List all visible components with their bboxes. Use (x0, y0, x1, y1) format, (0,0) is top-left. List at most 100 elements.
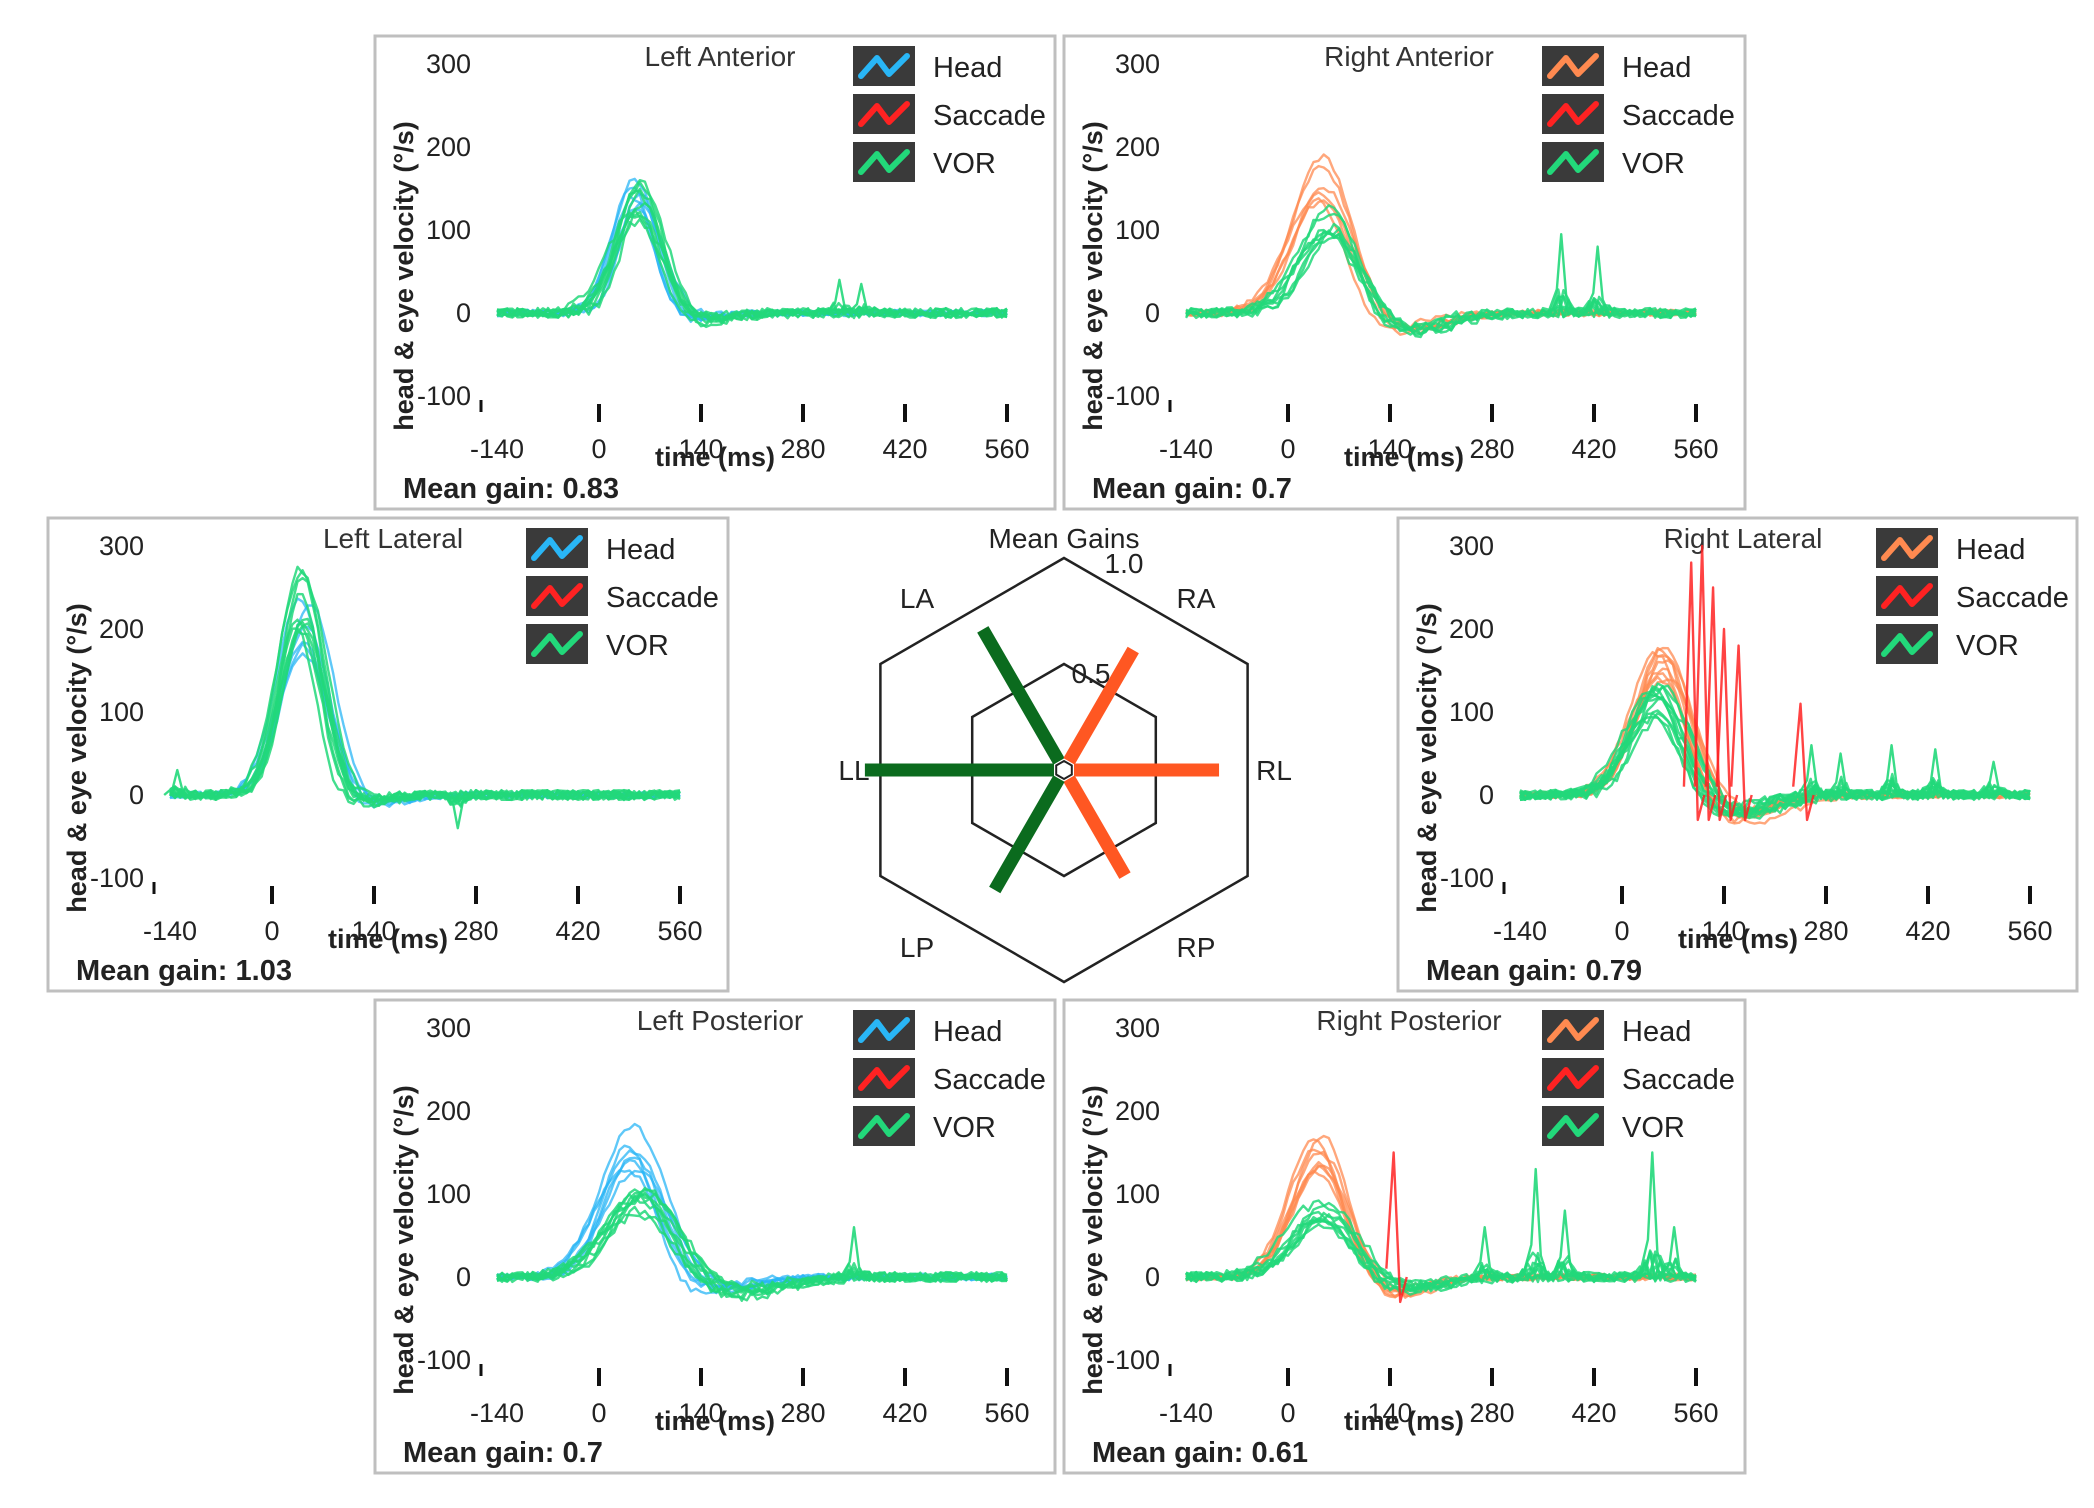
y-tick-label: -100 (1106, 1345, 1160, 1375)
vor-spike (1826, 752, 1855, 800)
legend-label-saccade: Saccade (606, 582, 719, 614)
y-tick-label: 100 (1115, 215, 1160, 245)
velocity-trace (496, 1205, 1008, 1297)
legend-label-saccade: Saccade (933, 100, 1046, 132)
vor-spike (1583, 245, 1612, 318)
y-tick-label: 200 (426, 132, 471, 162)
y-axis-title: head & eye velocity (°/s) (389, 1085, 419, 1394)
mean-gain-text: Mean gain: 0.61 (1092, 1437, 1308, 1469)
vor-spike (847, 282, 876, 318)
y-tick-label: 300 (1115, 1013, 1160, 1043)
head-wave-icon-stroke (858, 53, 910, 79)
x-axis-title: time (ms) (1344, 442, 1464, 472)
x-tick-label: 280 (780, 434, 825, 464)
x-tick-label: 280 (780, 1398, 825, 1428)
saccade-spike (1730, 644, 1753, 822)
x-tick-label: 420 (882, 434, 927, 464)
vor-spike (1550, 1209, 1580, 1282)
mean-gain-text: Mean gain: 0.83 (403, 473, 619, 505)
legend-label-saccade: Saccade (933, 1064, 1046, 1096)
y-axis-title: head & eye velocity (°/s) (1412, 603, 1442, 912)
x-tick-label: 140 (1367, 1398, 1412, 1428)
radar-axis-label: RP (1177, 932, 1216, 963)
x-tick-label: 280 (1469, 434, 1514, 464)
x-tick-label: 560 (657, 916, 702, 946)
panel-frame (1396, 516, 2079, 993)
x-axis-title: time (ms) (1344, 1406, 1464, 1436)
x-tick-label: 420 (1571, 434, 1616, 464)
mean-gain-text: Mean gain: 0.79 (1426, 955, 1642, 987)
y-axis-title: head & eye velocity (°/s) (1078, 1085, 1108, 1394)
legend-label-head: Head (933, 52, 1002, 84)
velocity-trace (169, 627, 681, 806)
y-tick-label: 0 (1145, 298, 1160, 328)
y-tick-label: -100 (417, 381, 471, 411)
mean-gain-text: Mean gain: 0.7 (403, 1437, 603, 1469)
y-tick-label: 300 (1449, 531, 1494, 561)
head-wave-icon-stroke (1547, 1017, 1599, 1043)
velocity-trace (496, 208, 1008, 328)
x-tick-label: 560 (1673, 1398, 1718, 1428)
x-tick-label: -140 (143, 916, 197, 946)
gain-bar-rp (1063, 775, 1131, 879)
y-tick-label: 100 (1115, 1179, 1160, 1209)
mean-gain-text: Mean gain: 1.03 (76, 955, 292, 987)
vor-spike (443, 794, 472, 830)
vor-spike (1546, 232, 1576, 318)
radar-axis-label: RA (1177, 583, 1216, 614)
panel-right-lateral: Right Lateral 300 200 100 0 -100 -140 0 140 280 42… (1396, 516, 2079, 993)
x-tick-label: 140 (678, 1398, 723, 1428)
saccade-spike (1715, 627, 1739, 822)
legend-label-head: Head (1622, 1016, 1691, 1048)
y-tick-label: 0 (1145, 1262, 1160, 1292)
velocity-trace (1186, 204, 1698, 333)
gain-bar-ra (1063, 646, 1139, 765)
saccade-wave-icon-stroke (1547, 1065, 1599, 1091)
radar-axis-label: LA (900, 583, 935, 614)
y-tick-label: 0 (456, 1262, 471, 1292)
saccade-wave-icon-stroke (858, 1065, 910, 1091)
panel-left-posterior: Left Posterior 300 200 100 0 -100 -140 0 140 280 4… (373, 998, 1057, 1475)
x-tick-label: 140 (1367, 434, 1412, 464)
legend-label-saccade: Saccade (1622, 100, 1735, 132)
radar-center (1055, 759, 1073, 781)
head-wave-icon-stroke (531, 535, 583, 561)
legend-label-vor: VOR (1622, 148, 1685, 180)
radar-axis-label: RL (1256, 755, 1292, 786)
x-tick-label: 0 (1280, 1398, 1295, 1428)
legend-label-saccade: Saccade (1956, 582, 2069, 614)
vor-wave-icon-stroke (858, 149, 910, 175)
head-wave-icon-stroke (1547, 53, 1599, 79)
panel-frame (1062, 34, 1747, 511)
y-tick-label: -100 (1440, 863, 1494, 893)
legend-label-vor: VOR (933, 148, 996, 180)
x-tick-label: -140 (1159, 1398, 1213, 1428)
x-tick-label: 280 (453, 916, 498, 946)
x-axis-title: time (ms) (1678, 924, 1798, 954)
legend-label-vor: VOR (1622, 1112, 1685, 1144)
x-axis-title: time (ms) (328, 924, 448, 954)
y-tick-label: 200 (1115, 132, 1160, 162)
vor-wave-icon-stroke (531, 631, 583, 657)
y-axis-title: head & eye velocity (°/s) (1078, 121, 1108, 430)
traces (1184, 153, 1698, 339)
vor-wave-icon-stroke (858, 1113, 910, 1139)
vor-spike (839, 1226, 869, 1282)
vor-spike (1638, 1151, 1667, 1282)
x-tick-label: 560 (1673, 434, 1718, 464)
x-tick-label: 420 (1905, 916, 1950, 946)
x-tick-label: 280 (1803, 916, 1848, 946)
legend-label-vor: VOR (933, 1112, 996, 1144)
x-tick-label: 140 (678, 434, 723, 464)
y-tick-label: -100 (417, 1345, 471, 1375)
x-tick-label: 0 (264, 916, 279, 946)
saccade-wave-icon-stroke (1881, 583, 1933, 609)
radar-ring (970, 662, 1158, 878)
vor-spike (163, 768, 192, 800)
x-axis-title: time (ms) (655, 442, 775, 472)
vor-spike (1659, 1226, 1689, 1282)
vor-wave-icon-stroke (1547, 1113, 1599, 1139)
x-tick-label: 0 (591, 1398, 606, 1428)
